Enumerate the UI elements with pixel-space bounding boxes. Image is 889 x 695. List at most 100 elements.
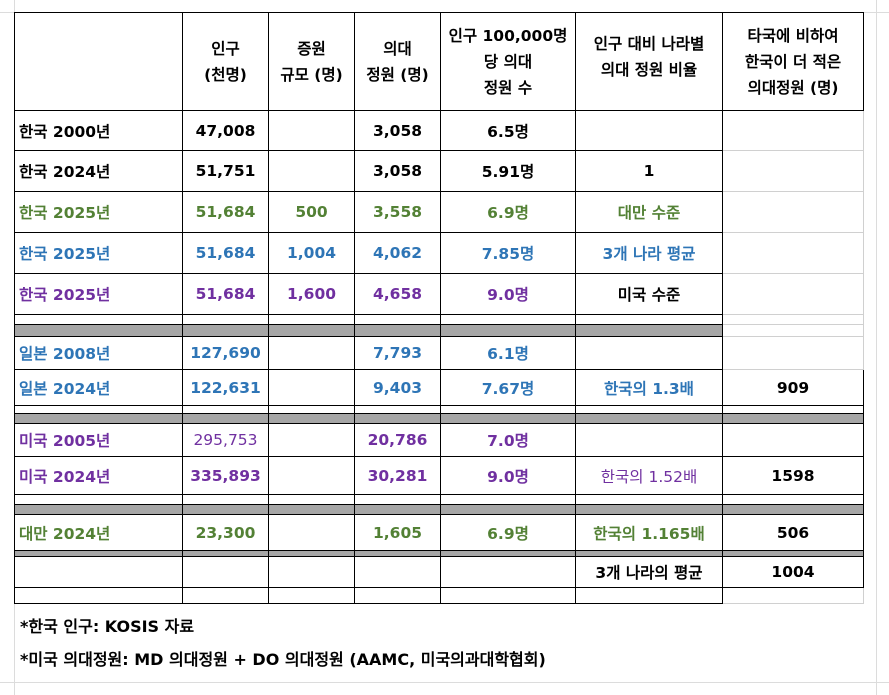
cell-quota[interactable]: 3,058 bbox=[354, 150, 441, 192]
cell-shortfall[interactable]: 909 bbox=[722, 369, 864, 406]
cell-shortfall[interactable]: 506 bbox=[722, 514, 864, 551]
cell-population[interactable]: 51,684 bbox=[182, 273, 269, 315]
average-label[interactable]: 3개 나라의 평균 bbox=[575, 556, 723, 588]
cell-increase[interactable]: 1,600 bbox=[268, 273, 355, 315]
cell-ratio[interactable]: 3개 나라 평균 bbox=[575, 232, 723, 274]
cell-increase[interactable] bbox=[268, 369, 355, 406]
cell-population[interactable]: 23,300 bbox=[182, 514, 269, 551]
spacer-cell bbox=[182, 494, 269, 505]
cell-ratio[interactable]: 대만 수준 bbox=[575, 191, 723, 233]
row-label[interactable]: 대만 2024년 bbox=[14, 514, 183, 551]
spacer-cell bbox=[182, 405, 269, 414]
empty-cell[interactable] bbox=[354, 556, 441, 588]
empty-cell[interactable] bbox=[575, 587, 723, 604]
cell-increase[interactable]: 500 bbox=[268, 191, 355, 233]
empty-cell[interactable] bbox=[14, 556, 183, 588]
row-label[interactable]: 미국 2005년 bbox=[14, 423, 183, 457]
cell-shortfall[interactable] bbox=[722, 336, 864, 370]
cell-quota[interactable]: 1,605 bbox=[354, 514, 441, 551]
empty-cell[interactable] bbox=[268, 587, 355, 604]
header-shortfall[interactable]: 타국에 비하여 한국이 더 적은 의대정원 (명) bbox=[722, 12, 864, 111]
cell-shortfall[interactable] bbox=[722, 273, 864, 315]
cell-per-100k[interactable]: 7.67명 bbox=[440, 369, 576, 406]
spacer-cell bbox=[440, 314, 576, 325]
cell-per-100k[interactable]: 9.0명 bbox=[440, 456, 576, 495]
spacer-row bbox=[14, 494, 864, 505]
cell-population[interactable]: 295,753 bbox=[182, 423, 269, 457]
empty-cell[interactable] bbox=[440, 587, 576, 604]
cell-population[interactable]: 122,631 bbox=[182, 369, 269, 406]
cell-ratio[interactable]: 한국의 1.52배 bbox=[575, 456, 723, 495]
header-ratio[interactable]: 인구 대비 나라별 의대 정원 비율 bbox=[575, 12, 723, 111]
empty-cell[interactable] bbox=[268, 556, 355, 588]
cell-quota[interactable]: 4,658 bbox=[354, 273, 441, 315]
header-corner[interactable] bbox=[14, 12, 183, 111]
header-per-100k[interactable]: 인구 100,000명 당 의대 정원 수 bbox=[440, 12, 576, 111]
table-row: 대만 2024년 23,300 1,605 6.9명 한국의 1.165배 50… bbox=[14, 514, 864, 551]
cell-shortfall[interactable]: 1598 bbox=[722, 456, 864, 495]
empty-cell[interactable] bbox=[14, 587, 183, 604]
separator-cell bbox=[440, 504, 576, 515]
empty-cell[interactable] bbox=[182, 587, 269, 604]
cell-shortfall[interactable] bbox=[722, 232, 864, 274]
cell-quota[interactable]: 4,062 bbox=[354, 232, 441, 274]
cell-quota[interactable]: 7,793 bbox=[354, 336, 441, 370]
separator-cell bbox=[14, 413, 183, 424]
average-value[interactable]: 1004 bbox=[722, 556, 864, 588]
cell-quota[interactable]: 20,786 bbox=[354, 423, 441, 457]
cell-increase[interactable]: 1,004 bbox=[268, 232, 355, 274]
cell-population[interactable]: 51,751 bbox=[182, 150, 269, 192]
cell-per-100k[interactable]: 6.9명 bbox=[440, 514, 576, 551]
cell-per-100k[interactable]: 6.1명 bbox=[440, 336, 576, 370]
cell-per-100k[interactable]: 5.91명 bbox=[440, 150, 576, 192]
cell-ratio[interactable]: 한국의 1.165배 bbox=[575, 514, 723, 551]
row-label[interactable]: 한국 2025년 bbox=[14, 232, 183, 274]
empty-cell[interactable] bbox=[182, 556, 269, 588]
cell-ratio[interactable] bbox=[575, 336, 723, 370]
header-increase[interactable]: 증원 규모 (명) bbox=[268, 12, 355, 111]
cell-ratio[interactable]: 1 bbox=[575, 150, 723, 192]
row-label[interactable]: 일본 2024년 bbox=[14, 369, 183, 406]
row-label[interactable]: 한국 2024년 bbox=[14, 150, 183, 192]
cell-per-100k[interactable]: 7.85명 bbox=[440, 232, 576, 274]
cell-shortfall[interactable] bbox=[722, 150, 864, 192]
cell-per-100k[interactable]: 7.0명 bbox=[440, 423, 576, 457]
row-label[interactable]: 일본 2008년 bbox=[14, 336, 183, 370]
cell-per-100k[interactable]: 6.5명 bbox=[440, 110, 576, 151]
cell-ratio[interactable]: 미국 수준 bbox=[575, 273, 723, 315]
cell-population[interactable]: 335,893 bbox=[182, 456, 269, 495]
header-population[interactable]: 인구 (천명) bbox=[182, 12, 269, 111]
empty-cell[interactable] bbox=[722, 587, 864, 604]
cell-quota[interactable]: 3,058 bbox=[354, 110, 441, 151]
cell-quota[interactable]: 3,558 bbox=[354, 191, 441, 233]
cell-increase[interactable] bbox=[268, 456, 355, 495]
row-label[interactable]: 한국 2025년 bbox=[14, 273, 183, 315]
cell-per-100k[interactable]: 9.0명 bbox=[440, 273, 576, 315]
empty-cell[interactable] bbox=[440, 556, 576, 588]
cell-per-100k[interactable]: 6.9명 bbox=[440, 191, 576, 233]
cell-population[interactable]: 51,684 bbox=[182, 232, 269, 274]
spacer-cell bbox=[182, 314, 269, 325]
cell-population[interactable]: 127,690 bbox=[182, 336, 269, 370]
cell-shortfall[interactable] bbox=[722, 110, 864, 151]
cell-shortfall[interactable] bbox=[722, 191, 864, 233]
header-quota[interactable]: 의대 정원 (명) bbox=[354, 12, 441, 111]
cell-population[interactable]: 47,008 bbox=[182, 110, 269, 151]
empty-cell[interactable] bbox=[354, 587, 441, 604]
cell-shortfall[interactable] bbox=[722, 423, 864, 457]
cell-increase[interactable] bbox=[268, 423, 355, 457]
cell-increase[interactable] bbox=[268, 336, 355, 370]
cell-increase[interactable] bbox=[268, 514, 355, 551]
row-label[interactable]: 한국 2000년 bbox=[14, 110, 183, 151]
row-label[interactable]: 한국 2025년 bbox=[14, 191, 183, 233]
spacer-cell bbox=[722, 314, 864, 325]
row-label[interactable]: 미국 2024년 bbox=[14, 456, 183, 495]
cell-increase[interactable] bbox=[268, 110, 355, 151]
cell-quota[interactable]: 9,403 bbox=[354, 369, 441, 406]
cell-quota[interactable]: 30,281 bbox=[354, 456, 441, 495]
cell-ratio[interactable]: 한국의 1.3배 bbox=[575, 369, 723, 406]
cell-increase[interactable] bbox=[268, 150, 355, 192]
cell-ratio[interactable] bbox=[575, 423, 723, 457]
cell-population[interactable]: 51,684 bbox=[182, 191, 269, 233]
cell-ratio[interactable] bbox=[575, 110, 723, 151]
